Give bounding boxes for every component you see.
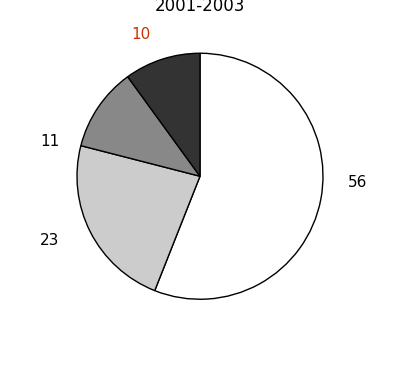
Wedge shape xyxy=(155,53,323,299)
Text: 23: 23 xyxy=(40,233,60,248)
Text: 56: 56 xyxy=(348,175,367,190)
Wedge shape xyxy=(77,146,200,291)
Text: 11: 11 xyxy=(40,134,60,149)
Wedge shape xyxy=(81,77,200,176)
Title: 2001-2003: 2001-2003 xyxy=(155,0,245,15)
Text: 10: 10 xyxy=(131,27,150,42)
Wedge shape xyxy=(128,53,200,176)
Legend: Spells <=4 Months, Spells 5-12 Months, Spells 13-20 Months, Spells >20 Months: Spells <=4 Months, Spells 5-12 Months, S… xyxy=(36,374,364,375)
